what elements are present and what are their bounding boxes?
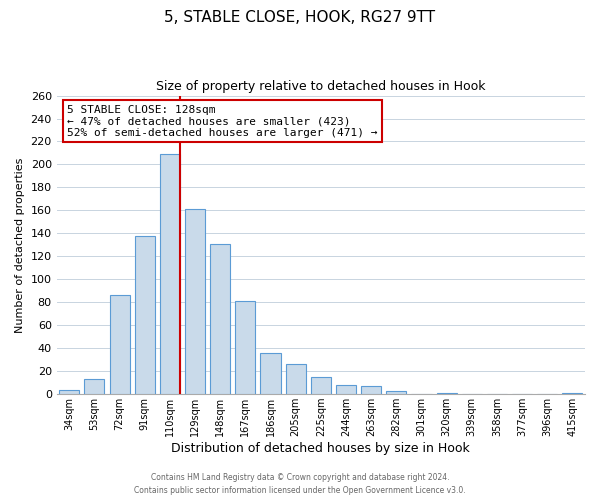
Text: Contains HM Land Registry data © Crown copyright and database right 2024.
Contai: Contains HM Land Registry data © Crown c… — [134, 474, 466, 495]
Bar — [185, 210, 205, 394]
Bar — [437, 393, 457, 394]
Bar — [134, 236, 155, 394]
Bar — [210, 244, 230, 394]
Bar — [286, 364, 306, 394]
Bar — [311, 377, 331, 394]
Bar — [235, 301, 256, 394]
Bar — [85, 379, 104, 394]
Title: Size of property relative to detached houses in Hook: Size of property relative to detached ho… — [156, 80, 485, 93]
Bar — [361, 386, 381, 394]
X-axis label: Distribution of detached houses by size in Hook: Distribution of detached houses by size … — [172, 442, 470, 455]
Bar — [110, 296, 130, 394]
Bar — [336, 385, 356, 394]
Bar — [386, 390, 406, 394]
Bar — [562, 393, 583, 394]
Y-axis label: Number of detached properties: Number of detached properties — [15, 157, 25, 332]
Bar — [260, 353, 281, 394]
Text: 5 STABLE CLOSE: 128sqm
← 47% of detached houses are smaller (423)
52% of semi-de: 5 STABLE CLOSE: 128sqm ← 47% of detached… — [67, 104, 378, 138]
Bar — [160, 154, 180, 394]
Text: 5, STABLE CLOSE, HOOK, RG27 9TT: 5, STABLE CLOSE, HOOK, RG27 9TT — [164, 10, 436, 25]
Bar — [59, 390, 79, 394]
